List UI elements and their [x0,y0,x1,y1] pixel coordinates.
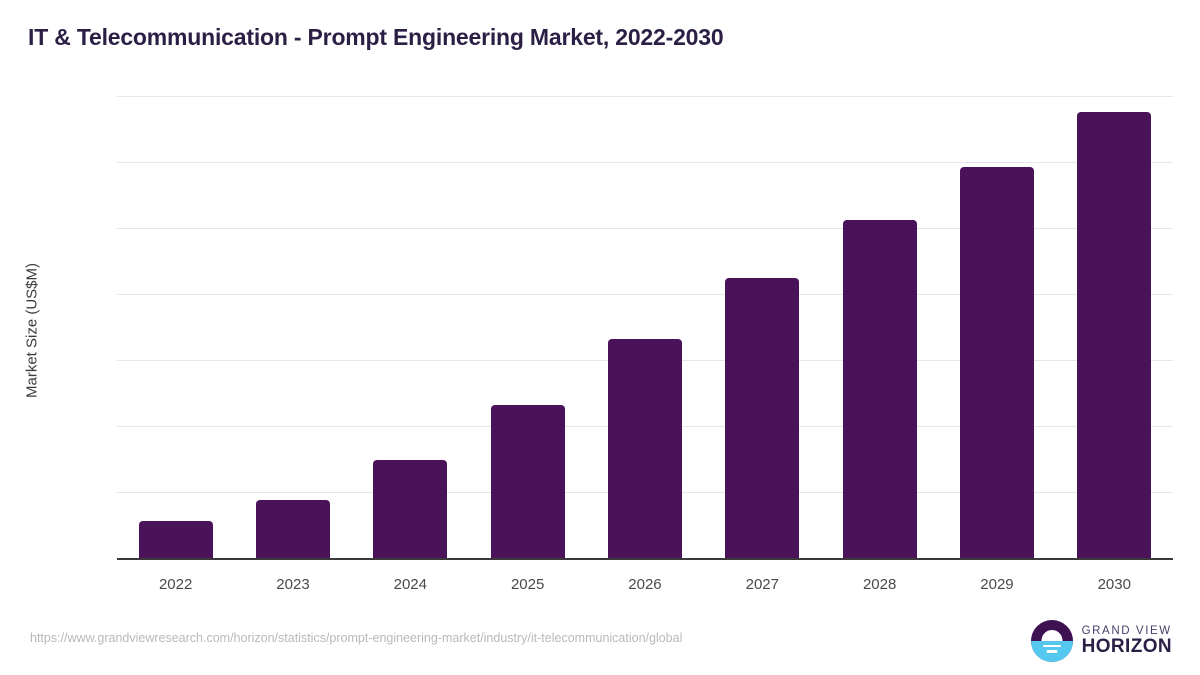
bar-2028[interactable] [842,220,917,558]
bar-slot [586,96,703,558]
x-axis-labels: 2022 2023 2024 2025 2026 2027 2028 2029 2030 [117,562,1173,593]
logo-bottom-text: HORIZON [1081,636,1172,658]
bar-slot [704,96,821,558]
bar-slot [938,96,1055,558]
page-title: IT & Telecommunication - Prompt Engineer… [28,24,724,50]
bar-slot [821,96,938,558]
bar-slot [352,96,469,558]
gridline [117,162,1173,163]
x-tick-label: 2028 [862,576,897,593]
gridline [117,228,1173,229]
logo-ray-2 [1046,650,1058,653]
x-tick-label: 2026 [628,576,662,593]
x-tick-label: 2022 [158,576,193,593]
logo-wordmark: GRAND VIEW HORIZON [1082,625,1172,657]
x-tick-label: 2027 [745,576,779,593]
gridline [117,96,1173,97]
gridline [117,294,1173,295]
bar-slot [117,96,234,558]
y-axis-title: Market Size (US$M) [23,262,41,399]
bar-2026[interactable] [607,338,682,558]
bar-2029[interactable] [959,167,1034,558]
bar-slot [234,96,351,558]
bar-2025[interactable] [490,404,565,558]
bar-2030[interactable] [1077,111,1152,558]
source-url[interactable]: https://www.grandviewresearch.com/horizo… [30,631,683,645]
bar-slot [469,96,586,558]
bar-2024[interactable] [373,460,448,558]
x-tick-label: 2025 [510,576,545,593]
logo-sun-shape [1041,630,1063,641]
logo-top-text: GRAND VIEW [1081,625,1172,637]
bar-2027[interactable] [725,278,800,558]
bar-slot [1056,96,1173,558]
x-tick-label: 2030 [1097,576,1131,593]
bar-2023[interactable] [255,499,330,558]
x-tick-label: 2024 [393,576,427,593]
x-tick-label: 2029 [980,576,1014,593]
sunset-circle-icon [1030,620,1073,662]
bars-group [117,96,1173,558]
bar-2022[interactable] [138,521,213,558]
grand-view-horizon-logo[interactable]: GRAND VIEW HORIZON [1030,620,1172,662]
x-tick-label: 2023 [276,576,310,593]
x-axis-line [117,558,1173,560]
logo-ray-1 [1042,644,1061,647]
